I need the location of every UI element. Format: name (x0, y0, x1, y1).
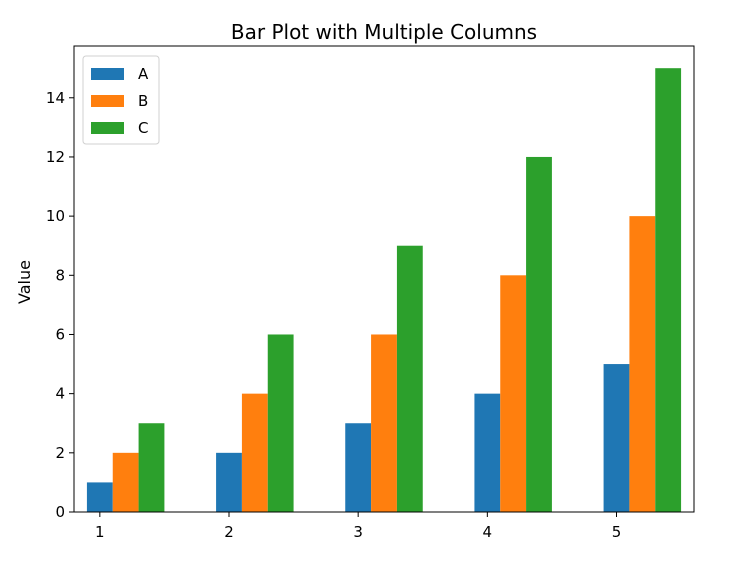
bar-c-3 (396, 245, 423, 512)
x-tick-label: 3 (353, 523, 363, 541)
bars-layer (86, 68, 682, 512)
legend-swatch-c (91, 122, 124, 134)
y-tick-label: 6 (55, 325, 65, 343)
bar-b-2 (241, 393, 268, 512)
y-tick-label: 4 (55, 385, 65, 403)
bar-b-4 (500, 275, 527, 512)
y-axis-label: Value (15, 260, 34, 304)
bar-b-5 (629, 216, 656, 512)
x-tick-label: 2 (224, 523, 234, 541)
legend-label-b: B (138, 92, 148, 110)
bar-a-1 (86, 482, 113, 512)
legend-label-c: C (138, 119, 148, 137)
legend-swatch-a (91, 68, 124, 80)
bar-c-2 (267, 334, 294, 512)
bar-c-4 (526, 156, 552, 512)
x-tick-label: 4 (483, 523, 493, 541)
legend-label-a: A (138, 65, 149, 83)
bar-a-5 (603, 364, 630, 512)
bar-a-4 (474, 393, 501, 512)
bar-b-1 (112, 452, 139, 512)
y-tick-label: 10 (46, 207, 65, 225)
y-tick-label: 0 (55, 503, 65, 521)
y-tick-label: 2 (55, 444, 65, 462)
bar-c-1 (138, 423, 165, 512)
y-tick-label: 12 (46, 148, 65, 166)
y-tick-label: 14 (46, 89, 65, 107)
y-tick-label: 8 (55, 266, 65, 284)
x-tick-label: 5 (612, 523, 622, 541)
bar-a-3 (345, 423, 372, 512)
legend-swatch-b (91, 95, 124, 107)
x-tick-label: 1 (95, 523, 105, 541)
legend: ABC (82, 55, 160, 145)
bar-b-3 (371, 334, 397, 512)
plot-frame (73, 45, 695, 513)
bar-a-2 (216, 452, 242, 512)
chart-title: Bar Plot with Multiple Columns (231, 20, 537, 44)
bar-c-5 (655, 68, 682, 512)
